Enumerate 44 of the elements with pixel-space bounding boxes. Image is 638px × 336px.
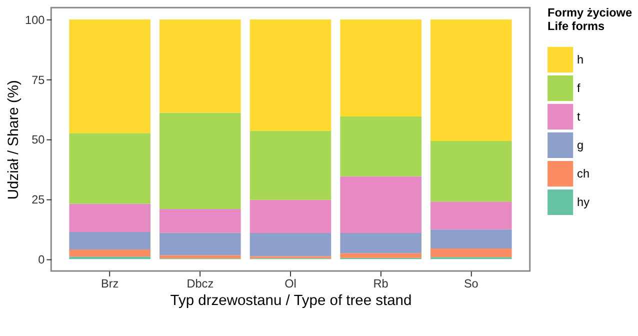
bar [69,232,150,250]
legend-label: t [577,110,582,124]
bar [69,256,150,260]
bar [340,20,422,117]
x-tick-label: Dbcz [186,277,214,290]
bar [430,229,512,249]
bar [250,20,332,131]
y-tick-label: 75 [32,74,46,87]
legend-label: ch [577,168,590,181]
legend-label: f [577,82,582,96]
bar [340,176,422,233]
bar [340,232,422,254]
legend-label: hy [577,196,590,210]
x-tick-label: So [464,277,479,290]
bar [430,248,512,258]
bar [69,204,150,232]
bar [160,232,241,256]
y-axis-title: Udział / Share (%) [6,80,22,200]
x-tick-label: Rb [373,277,389,290]
x-tick-label: Ol [284,277,296,290]
bar [340,116,422,176]
x-tick-label: Brz [100,277,119,290]
bar [160,255,241,258]
legend-title: Formy życiowe Life forms [548,6,632,34]
bar [250,130,332,200]
bar [69,133,150,204]
x-axis-title: Typ drzewostanu / Type of tree stand [170,292,412,309]
bar [160,112,241,210]
legend-label: g [577,139,584,152]
y-tick-label: 100 [25,14,46,27]
bar [69,249,150,257]
bar [430,140,512,202]
bar [250,232,332,256]
legend-label: h [577,54,584,67]
bar [160,209,241,233]
bar [69,20,150,134]
bar [430,202,512,230]
y-tick-label: 0 [38,253,46,266]
bar [250,200,332,233]
y-tick-label: 50 [32,134,46,147]
bar [430,20,512,141]
bar [160,20,241,113]
y-tick-label: 25 [32,194,46,207]
bar [340,253,422,258]
